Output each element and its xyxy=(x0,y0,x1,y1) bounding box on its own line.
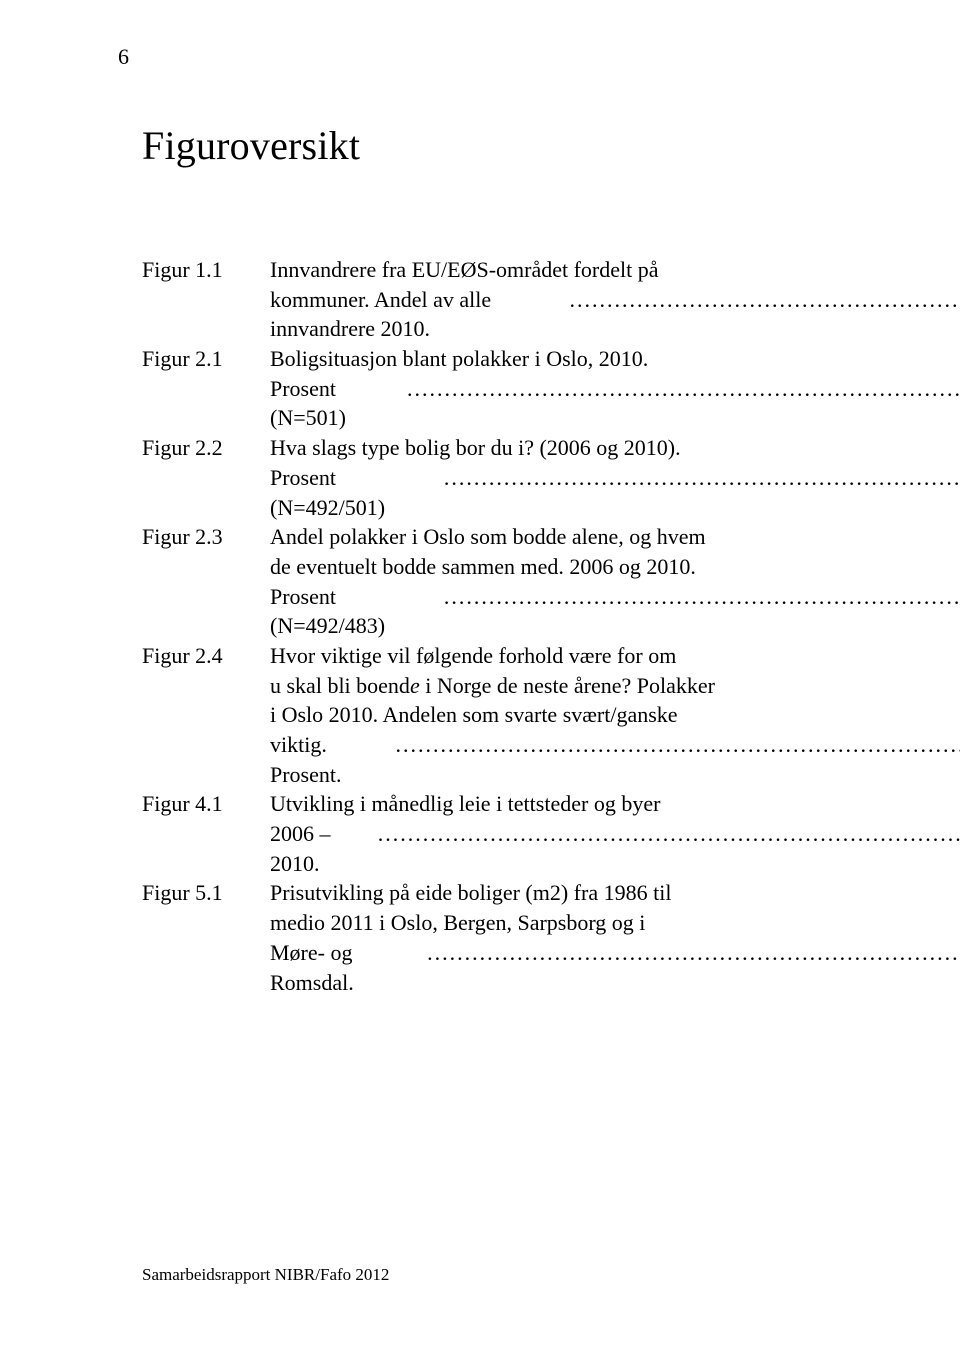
figure-entry: Figur 4.1Utvikling i månedlig leie i tet… xyxy=(142,789,842,878)
figure-line-text: Prosent (N=492/501) xyxy=(270,463,444,522)
figure-line-text: viktig. Prosent. xyxy=(270,730,395,789)
figure-entry: Figur 2.2Hva slags type bolig bor du i? … xyxy=(142,433,842,522)
figure-line-text: Utvikling i månedlig leie i tettsteder o… xyxy=(270,789,660,819)
dot-leader xyxy=(444,463,960,493)
figure-line: Prosent (N=501)26 xyxy=(270,374,960,433)
figure-line: medio 2011 i Oslo, Bergen, Sarpsborg og … xyxy=(270,908,960,938)
figure-line: de eventuelt bodde sammen med. 2006 og 2… xyxy=(270,552,960,582)
figure-line-text: i Oslo 2010. Andelen som svarte svært/ga… xyxy=(270,700,678,730)
figure-body: Hva slags type bolig bor du i? (2006 og … xyxy=(270,433,960,522)
figure-line-text: Prisutvikling på eide boliger (m2) fra 1… xyxy=(270,878,671,908)
figure-line: Prosent (N=492/501)27 xyxy=(270,463,960,522)
footer-text: Samarbeidsrapport NIBR/Fafo 2012 xyxy=(142,1265,389,1285)
figure-line-text: medio 2011 i Oslo, Bergen, Sarpsborg og … xyxy=(270,908,645,938)
figure-line: viktig. Prosent.30 xyxy=(270,730,960,789)
figure-line-text: Innvandrere fra EU/EØS-området fordelt p… xyxy=(270,255,659,285)
figure-body: Prisutvikling på eide boliger (m2) fra 1… xyxy=(270,878,960,997)
figure-list: Figur 1.1Innvandrere fra EU/EØS-området … xyxy=(142,255,842,997)
dot-leader xyxy=(444,582,960,612)
dot-leader xyxy=(427,938,960,968)
figure-body: Innvandrere fra EU/EØS-området fordelt p… xyxy=(270,255,960,344)
figure-body: Andel polakker i Oslo som bodde alene, o… xyxy=(270,522,960,641)
figure-label: Figur 4.1 xyxy=(142,789,270,819)
figure-line-text: Boligsituasjon blant polakker i Oslo, 20… xyxy=(270,344,648,374)
page: 6 Figuroversikt Figur 1.1Innvandrere fra… xyxy=(0,0,960,1371)
figure-line: Innvandrere fra EU/EØS-området fordelt p… xyxy=(270,255,960,285)
dot-leader xyxy=(378,819,960,849)
figure-line-text: Prosent (N=492/483) xyxy=(270,582,444,641)
figure-line: u skal bli boende i Norge de neste årene… xyxy=(270,671,960,701)
figure-line: 2006 – 2010.53 xyxy=(270,819,960,878)
figure-entry: Figur 5.1Prisutvikling på eide boliger (… xyxy=(142,878,842,997)
figure-line-text: de eventuelt bodde sammen med. 2006 og 2… xyxy=(270,552,696,582)
figure-label: Figur 2.4 xyxy=(142,641,270,671)
figure-line: Prosent (N=492/483)28 xyxy=(270,582,960,641)
figure-line-text: Andel polakker i Oslo som bodde alene, o… xyxy=(270,522,706,552)
figure-label: Figur 5.1 xyxy=(142,878,270,908)
figure-line-text: 2006 – 2010. xyxy=(270,819,378,878)
figure-line-text: Møre- og Romsdal. xyxy=(270,938,427,997)
figure-entry: Figur 2.1Boligsituasjon blant polakker i… xyxy=(142,344,842,433)
figure-entry: Figur 2.3Andel polakker i Oslo som bodde… xyxy=(142,522,842,641)
figure-line-text: Prosent (N=501) xyxy=(270,374,407,433)
dot-leader xyxy=(570,285,960,315)
figure-body: Hvor viktige vil følgende forhold være f… xyxy=(270,641,960,789)
page-number: 6 xyxy=(118,44,129,70)
figure-label: Figur 2.2 xyxy=(142,433,270,463)
dot-leader xyxy=(395,730,960,760)
figure-line: i Oslo 2010. Andelen som svarte svært/ga… xyxy=(270,700,960,730)
figure-line: Hva slags type bolig bor du i? (2006 og … xyxy=(270,433,960,463)
figure-line-text: Hva slags type bolig bor du i? (2006 og … xyxy=(270,433,681,463)
figure-entry: Figur 1.1Innvandrere fra EU/EØS-området … xyxy=(142,255,842,344)
figure-line: Prisutvikling på eide boliger (m2) fra 1… xyxy=(270,878,960,908)
figure-label: Figur 2.1 xyxy=(142,344,270,374)
figure-body: Utvikling i månedlig leie i tettsteder o… xyxy=(270,789,960,878)
figure-line: Andel polakker i Oslo som bodde alene, o… xyxy=(270,522,960,552)
figure-line: Møre- og Romsdal.61 xyxy=(270,938,960,997)
figure-line-text: Hvor viktige vil følgende forhold være f… xyxy=(270,641,676,671)
figure-line-text: kommuner. Andel av alle innvandrere 2010… xyxy=(270,285,570,344)
page-title: Figuroversikt xyxy=(142,122,842,169)
figure-label: Figur 2.3 xyxy=(142,522,270,552)
figure-line: Boligsituasjon blant polakker i Oslo, 20… xyxy=(270,344,960,374)
figure-entry: Figur 2.4Hvor viktige vil følgende forho… xyxy=(142,641,842,789)
figure-line: kommuner. Andel av alle innvandrere 2010… xyxy=(270,285,960,344)
figure-body: Boligsituasjon blant polakker i Oslo, 20… xyxy=(270,344,960,433)
figure-line-text: u skal bli boende i Norge de neste årene… xyxy=(270,671,715,701)
figure-label: Figur 1.1 xyxy=(142,255,270,285)
dot-leader xyxy=(407,374,960,404)
figure-line: Hvor viktige vil følgende forhold være f… xyxy=(270,641,960,671)
figure-line: Utvikling i månedlig leie i tettsteder o… xyxy=(270,789,960,819)
